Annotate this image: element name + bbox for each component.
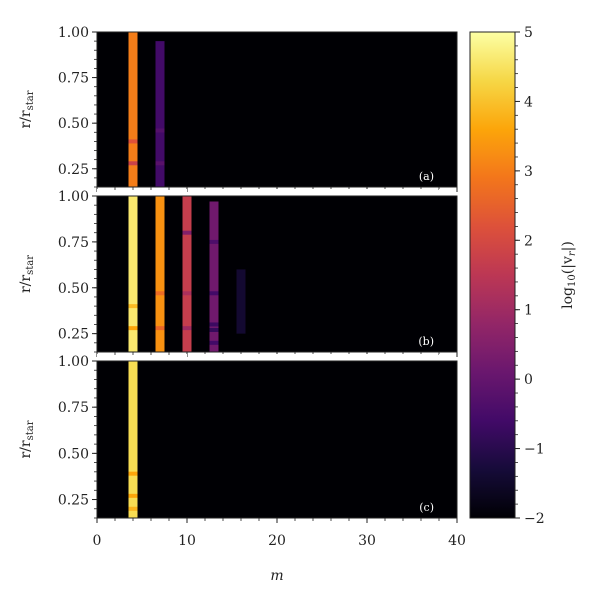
colorbar-tick-label: −1 (524, 442, 545, 458)
colorbar-tick-label: 0 (524, 372, 533, 388)
x-tick-label: 40 (448, 533, 466, 549)
y-tick-label: 0.25 (58, 327, 89, 343)
y-axis-label: r/rstar (18, 420, 36, 458)
panel-background (97, 196, 457, 352)
heatmap-band-m3 (128, 471, 138, 476)
y-tick-label: 0.75 (58, 400, 89, 416)
heatmap-band-m6 (155, 326, 165, 331)
x-tick-label: 20 (268, 533, 286, 549)
colorbar-label: log10(|vr|) (560, 241, 578, 309)
panel-background (97, 32, 457, 187)
heatmap-band-m12 (209, 239, 219, 244)
heatmap-band-m12 (209, 291, 219, 296)
heatmap-column-m12 (209, 201, 219, 352)
y-tick-label: 0.75 (58, 71, 89, 87)
heatmap-column-m6 (155, 196, 165, 352)
colorbar-tick-label: 3 (524, 164, 533, 180)
y-tick-label: 0.50 (58, 281, 89, 297)
colorbar-tick-label: 5 (524, 25, 533, 41)
panel-c: 0.25 0.50 0.75 1.00 r/rstar (c) (18, 354, 458, 523)
panel-background (97, 361, 457, 518)
y-tick-label: 0.50 (58, 116, 89, 132)
heatmap-column-m3 (128, 196, 138, 352)
panel-b: 0.25 0.50 0.75 1.00 r/rstar (b) (18, 189, 458, 357)
heatmap-band-m3 (128, 139, 138, 144)
y-tick-label: 1.00 (58, 25, 89, 41)
heatmap-band-m6 (155, 291, 165, 296)
heatmap-band-m12 (209, 327, 219, 332)
colorbar-gradient (469, 31, 516, 519)
y-tick-label: 1.00 (58, 189, 89, 205)
colorbar-tick-label: 4 (524, 94, 533, 110)
y-axis-label: r/rstar (18, 90, 36, 128)
x-axis-label: m (270, 568, 283, 584)
y-tick-label: 0.50 (58, 446, 89, 462)
y-tick-label: 0.75 (58, 235, 89, 251)
heatmap-column-m6 (155, 41, 165, 187)
heatmap-band-m6 (155, 128, 165, 133)
y-tick-label: 1.00 (58, 354, 89, 370)
y-axis-label: r/rstar (18, 255, 36, 293)
panel-label: (a) (419, 170, 434, 183)
heatmap-column-m3 (128, 361, 138, 518)
heatmap-column-m15 (236, 269, 246, 334)
y-tick-label: 0.25 (58, 162, 89, 178)
x-tick-label: 10 (178, 533, 196, 549)
colorbar-tick-label: −2 (524, 511, 545, 527)
colorbar-tick-label: 1 (524, 303, 533, 319)
x-axis: 0 10 20 30 40 m (93, 533, 466, 584)
heatmap-band-m3 (128, 161, 138, 166)
y-tick-label: 0.25 (58, 493, 89, 509)
panel-label: (b) (418, 335, 434, 348)
x-tick-label: 0 (93, 533, 102, 549)
heatmap-band-m9 (182, 291, 192, 296)
panel-label: (c) (419, 501, 434, 514)
heatmap-column-m9 (182, 196, 192, 352)
heatmap-band-m3 (128, 493, 138, 498)
heatmap-band-m6 (155, 161, 165, 166)
x-tick-label: 30 (358, 533, 376, 549)
heatmap-band-m9 (182, 230, 192, 235)
heatmap-band-m3 (128, 326, 138, 331)
colorbar: −2 −1 0 1 2 3 4 5 log10(|vr|) (469, 25, 578, 527)
heatmap-band-m12 (209, 340, 219, 345)
panels: 0.25 0.50 0.75 1.00 r/rstar (a) 0.25 0.50 0.75 1.… (18, 25, 458, 523)
heatmap-column-m3 (128, 32, 138, 187)
heatmap-band-m9 (182, 326, 192, 331)
heatmap-band-m3 (128, 304, 138, 309)
colorbar-tick-label: 2 (524, 233, 533, 249)
heatmap-band-m3 (128, 506, 138, 511)
panel-a: 0.25 0.50 0.75 1.00 r/rstar (a) (18, 25, 458, 192)
heatmap-band-m12 (209, 322, 219, 327)
